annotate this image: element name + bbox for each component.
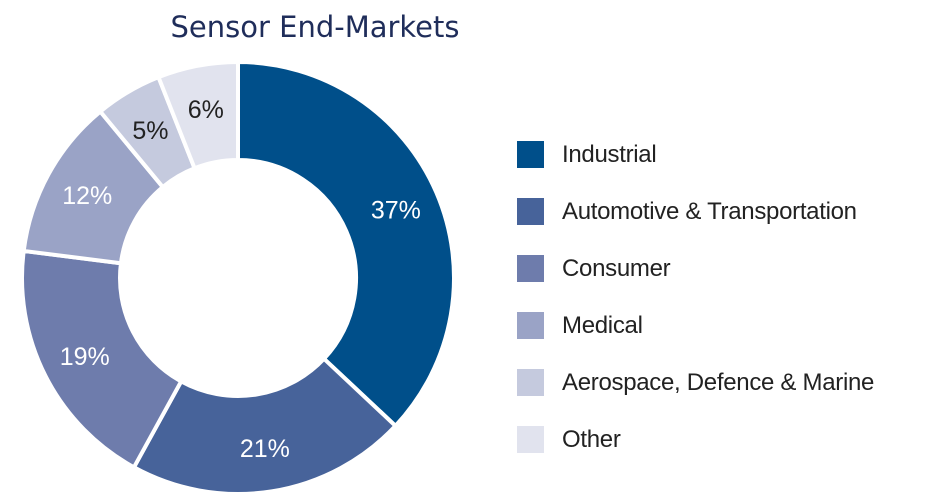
- legend-item: Medical: [517, 297, 874, 354]
- data-label: 5%: [132, 117, 168, 145]
- legend: Industrial Automotive & Transportation Con…: [517, 126, 874, 468]
- legend-item: Consumer: [517, 240, 874, 297]
- slice-other: [155, 59, 240, 171]
- legend-swatch: [517, 198, 544, 225]
- slice-consumer: [20, 248, 184, 470]
- chart-title: Sensor End-Markets: [170, 10, 460, 44]
- data-label: 37%: [371, 197, 421, 225]
- legend-item: Industrial: [517, 126, 874, 183]
- legend-swatch: [517, 312, 544, 339]
- legend-swatch: [517, 141, 544, 168]
- data-label: 6%: [188, 96, 224, 124]
- legend-item: Other: [517, 411, 874, 468]
- legend-label: Other: [562, 425, 621, 453]
- legend-item: Aerospace, Defence & Marine: [517, 354, 874, 411]
- legend-label: Industrial: [562, 140, 657, 168]
- legend-swatch: [517, 426, 544, 453]
- legend-item: Automotive & Transportation: [517, 183, 874, 240]
- legend-label: Medical: [562, 311, 643, 339]
- data-label: 19%: [60, 343, 110, 371]
- data-label: 21%: [240, 435, 290, 463]
- legend-label: Consumer: [562, 254, 671, 282]
- legend-label: Aerospace, Defence & Marine: [562, 368, 875, 396]
- slice-automotive-transportation: [131, 355, 399, 496]
- data-label: 12%: [62, 182, 112, 210]
- legend-label: Automotive & Transportation: [562, 197, 857, 225]
- donut-chart: 37% 21% 19% 12% 5% 6%: [20, 59, 456, 496]
- legend-swatch: [517, 369, 544, 396]
- slice-industrial: [236, 59, 456, 429]
- legend-swatch: [517, 255, 544, 282]
